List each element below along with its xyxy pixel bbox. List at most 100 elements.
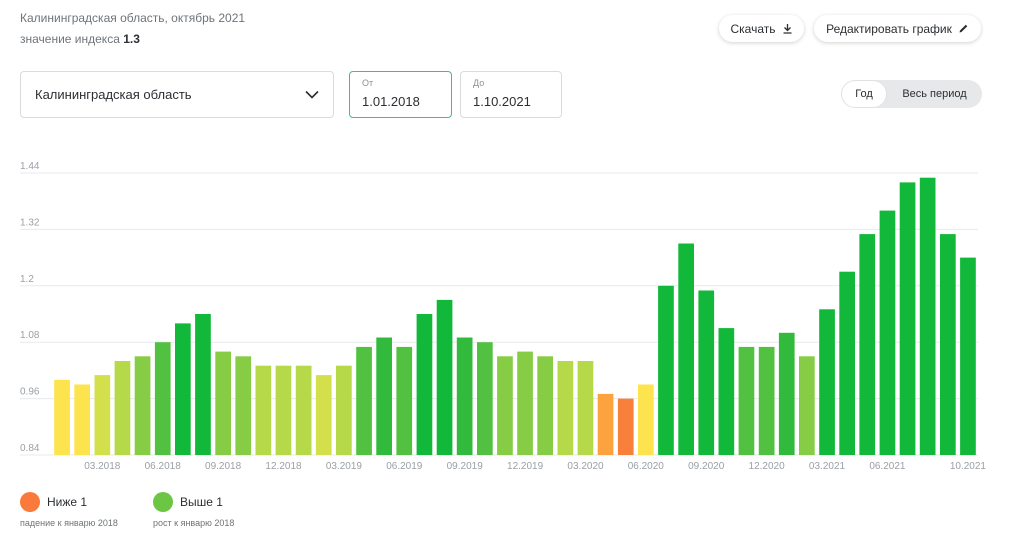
bar-09.2021[interactable] — [940, 234, 956, 455]
date-to-label: До — [473, 78, 485, 88]
index-value-line: значение индекса 1.3 — [20, 32, 140, 46]
bar-04.2019[interactable] — [356, 346, 372, 455]
date-to-field[interactable]: До 1.10.2021 — [460, 71, 562, 118]
bar-07.2018[interactable] — [175, 323, 191, 455]
legend-note-above: рост к январю 2018 — [153, 518, 235, 528]
bar-04.2020[interactable] — [597, 393, 614, 455]
index-label: значение индекса — [20, 32, 120, 46]
bar-12.2020[interactable] — [758, 346, 775, 455]
bar-01.2019[interactable] — [295, 365, 312, 455]
edit-label: Редактировать график — [826, 21, 952, 36]
chart-bars — [54, 177, 976, 456]
bar-02.2018[interactable] — [74, 384, 90, 456]
download-icon — [783, 24, 791, 34]
bar-07.2020[interactable] — [658, 285, 674, 455]
bar-10.2018[interactable] — [235, 356, 252, 455]
bar-10.2019[interactable] — [477, 342, 493, 455]
legend-note-below: падение к январю 2018 — [20, 518, 118, 528]
bar-08.2019[interactable] — [436, 299, 453, 455]
bar-07.2019[interactable] — [416, 314, 433, 455]
bar-08.2021[interactable] — [919, 177, 936, 455]
bar-06.2021[interactable] — [879, 210, 896, 455]
chevron-down-icon — [305, 90, 319, 99]
legend-item-above: Выше 1 — [153, 492, 223, 512]
bar-04.2021[interactable] — [839, 271, 855, 455]
chart-grid: 0.84 0.96 1.08 1.2 1.32 1.44 — [20, 161, 978, 456]
x-tick-label: 06.2019 — [386, 461, 423, 472]
bar-08.2020[interactable] — [678, 243, 694, 456]
y-tick-label: 1.44 — [20, 161, 40, 172]
bar-02.2020[interactable] — [557, 361, 574, 455]
bar-02.2019[interactable] — [315, 375, 332, 455]
download-button[interactable]: Скачать — [719, 15, 804, 42]
bar-chart: 0.84 0.96 1.08 1.2 1.32 1.44 03.2018 06.2018 09… — [20, 161, 986, 472]
bar-05.2018[interactable] — [134, 356, 151, 455]
bar-03.2021[interactable] — [819, 309, 835, 455]
pencil-icon — [959, 24, 968, 33]
bar-06.2020[interactable] — [638, 384, 654, 456]
x-tick-label: 06.2018 — [145, 461, 182, 472]
date-from-label: От — [362, 78, 374, 88]
bar-09.2020[interactable] — [698, 290, 715, 456]
period-toggle: Год Весь период — [841, 80, 982, 108]
bar-01.2018[interactable] — [54, 379, 70, 455]
date-from-field[interactable]: От 1.01.2018 — [349, 71, 452, 118]
legend-dot-above — [153, 492, 173, 512]
bar-08.2018[interactable] — [195, 314, 211, 455]
x-tick-label: 03.2018 — [84, 461, 121, 472]
period-option-all[interactable]: Весь период — [902, 88, 967, 100]
x-tick-label: 03.2021 — [809, 461, 846, 472]
y-tick-label: 1.2 — [20, 274, 34, 285]
bar-12.2018[interactable] — [275, 365, 292, 455]
date-from-value: 1.01.2018 — [362, 94, 420, 109]
bar-05.2019[interactable] — [376, 337, 392, 456]
bar-09.2019[interactable] — [456, 337, 473, 456]
bar-02.2021[interactable] — [799, 356, 815, 455]
edit-chart-button[interactable]: Редактировать график — [814, 15, 981, 42]
x-tick-label: 03.2019 — [326, 461, 363, 472]
bar-03.2020[interactable] — [577, 361, 594, 455]
bar-06.2019[interactable] — [396, 346, 413, 455]
bar-03.2019[interactable] — [336, 365, 352, 455]
bar-05.2021[interactable] — [859, 234, 876, 455]
bar-01.2020[interactable] — [537, 356, 553, 455]
bar-11.2018[interactable] — [255, 365, 272, 455]
bar-06.2018[interactable] — [154, 342, 171, 455]
bar-04.2018[interactable] — [114, 361, 131, 455]
bar-09.2018[interactable] — [215, 351, 231, 455]
bar-11.2020[interactable] — [738, 346, 755, 455]
bar-03.2018[interactable] — [94, 375, 111, 455]
date-to-value: 1.10.2021 — [473, 94, 531, 109]
x-tick-label: 12.2018 — [265, 461, 302, 472]
bar-05.2020[interactable] — [617, 398, 634, 455]
y-tick-label: 1.08 — [20, 330, 40, 341]
chart-x-axis: 03.2018 06.2018 09.2018 12.2018 03.2019 06.20… — [84, 461, 986, 472]
x-tick-label: 09.2020 — [688, 461, 725, 472]
download-label: Скачать — [730, 21, 776, 36]
chart-subtitle: Калининградская область, октябрь 2021 — [20, 11, 246, 25]
bar-10.2020[interactable] — [718, 328, 735, 455]
legend-label-above: Выше 1 — [180, 495, 223, 509]
bar-07.2021[interactable] — [899, 182, 916, 455]
y-tick-label: 1.32 — [20, 217, 40, 228]
period-option-year[interactable]: Год — [841, 80, 887, 108]
y-tick-label: 0.96 — [20, 387, 40, 398]
bar-01.2021[interactable] — [778, 332, 795, 455]
y-tick-label: 0.84 — [20, 443, 40, 454]
region-select[interactable]: Калининградская область — [20, 71, 334, 118]
bar-11.2019[interactable] — [497, 356, 513, 455]
x-tick-label: 12.2019 — [507, 461, 544, 472]
x-tick-label: 12.2020 — [749, 461, 786, 472]
legend-label-below: Ниже 1 — [47, 495, 88, 509]
x-tick-label: 09.2018 — [205, 461, 242, 472]
legend-item-below: Ниже 1 — [20, 492, 87, 512]
x-tick-label: 09.2019 — [447, 461, 484, 472]
legend-dot-below — [20, 492, 40, 512]
x-tick-label: 06.2021 — [869, 461, 906, 472]
bar-10.2021[interactable] — [960, 257, 976, 455]
x-tick-label: 03.2020 — [567, 461, 604, 472]
index-value: 1.3 — [123, 32, 140, 46]
region-select-value: Калининградская область — [35, 87, 192, 102]
bar-12.2019[interactable] — [517, 351, 533, 455]
x-tick-label: 06.2020 — [628, 461, 665, 472]
